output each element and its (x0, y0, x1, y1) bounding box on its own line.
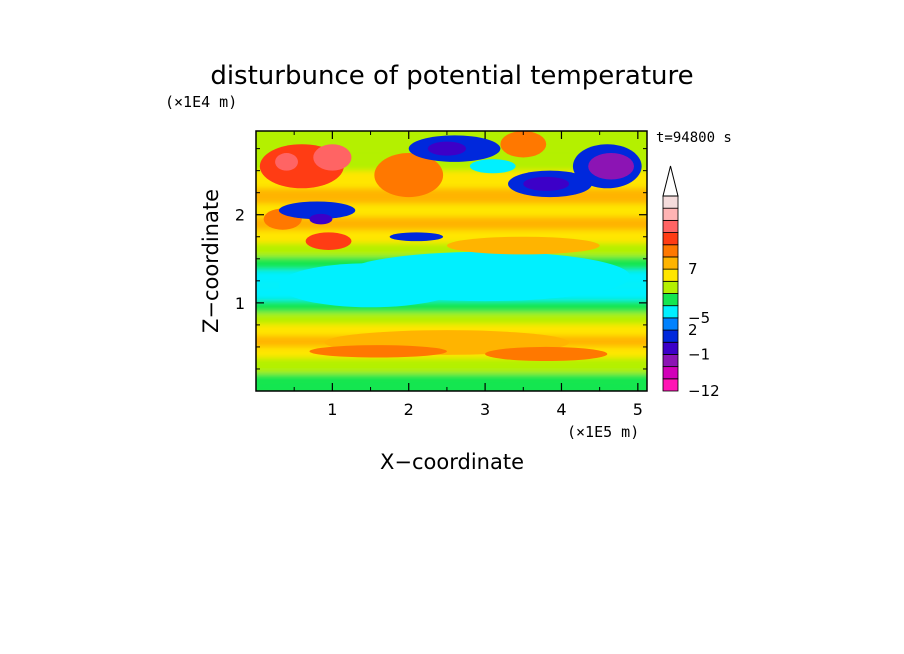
colorbar-label: 7 (688, 260, 698, 278)
x-tick-label: 3 (480, 400, 490, 419)
x-axis: 1 2 3 4 5 (293, 131, 643, 419)
heatmap-feature (588, 153, 635, 180)
heatmap-feature (446, 236, 600, 255)
x-axis-title: X−coordinate (380, 450, 524, 474)
colorbar-swatch (662, 329, 679, 343)
heatmap-area (256, 131, 647, 391)
colorbar-arrow (662, 165, 679, 197)
plot-frame (255, 130, 648, 392)
colorbar-swatch (662, 354, 679, 368)
colorbar-label: 2 (688, 321, 698, 339)
colorbar-swatch (662, 268, 679, 282)
heatmap-band (256, 153, 647, 171)
heatmap-band (256, 216, 647, 231)
heatmap-feature (523, 176, 570, 191)
heatmap-band (256, 203, 647, 217)
colorbar-swatch (662, 280, 679, 294)
colorbar-swatch (662, 378, 679, 392)
heatmap-feature (500, 131, 547, 158)
heatmap-band (256, 357, 647, 374)
heatmap-feature (309, 213, 333, 225)
colorbar-swatch (662, 341, 679, 355)
colorbar-swatch (662, 366, 679, 380)
colorbar: 7 2 −1 −5 −12 (662, 165, 720, 400)
heatmap-feature (278, 263, 463, 308)
colorbar-label: −5 (688, 309, 710, 327)
heatmap-features (256, 131, 642, 391)
y-axis: 12 (235, 148, 647, 370)
heatmap-band (256, 300, 647, 313)
heatmap-band (256, 188, 647, 204)
chart-title: disturbunce of potential temperature (210, 61, 693, 91)
colorbar-swatch (662, 293, 679, 307)
y-unit-label: (×1E4 m) (165, 93, 237, 111)
colorbar-label: −1 (688, 345, 710, 363)
colorbar-swatch (662, 219, 679, 233)
time-label: t=94800 s (656, 130, 732, 146)
heatmap-feature (427, 141, 467, 156)
heatmap-feature (275, 153, 299, 171)
x-tick-label: 2 (404, 400, 414, 419)
colorbar-swatch (662, 195, 679, 209)
heatmap-band (256, 324, 647, 336)
heatmap-feature (309, 345, 447, 358)
colorbar-swatch (662, 244, 679, 258)
heatmap-band (256, 313, 647, 325)
x-tick-label: 5 (633, 400, 643, 419)
x-tick-label: 4 (556, 400, 566, 419)
y-tick-label: 2 (235, 206, 245, 225)
colorbar-swatch (662, 317, 679, 331)
heatmap-feature (278, 201, 356, 220)
colorbar-swatch (662, 256, 679, 270)
x-unit-label: (×1E5 m) (567, 423, 639, 441)
heatmap-feature (469, 159, 516, 174)
y-axis-title: Z−coordinate (199, 189, 223, 333)
y-tick-label: 1 (235, 294, 245, 313)
colorbar-label: −12 (688, 382, 720, 400)
heatmap-feature (305, 232, 352, 250)
heatmap-feature (313, 144, 352, 171)
colorbar-swatch (662, 232, 679, 246)
heatmap-feature (256, 382, 638, 391)
colorbar-swatch (662, 305, 679, 319)
colorbar-swatch (662, 207, 679, 221)
heatmap-feature (374, 153, 444, 198)
heatmap-feature (389, 232, 444, 242)
heatmap-feature (485, 346, 608, 362)
x-tick-label: 1 (327, 400, 337, 419)
